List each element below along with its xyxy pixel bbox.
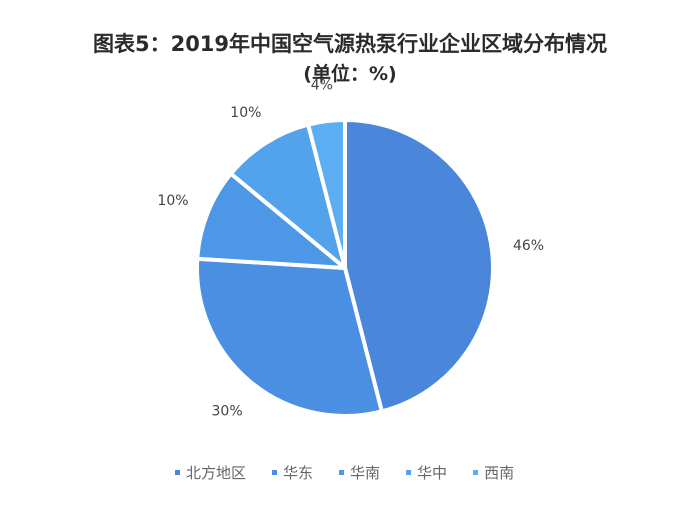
pie-slices: [195, 118, 495, 418]
slice-label: 4%: [311, 77, 333, 93]
legend-swatch: [406, 470, 412, 475]
pie-labels: 46% 30% 10% 10% 4%: [157, 77, 544, 419]
slice-label: 10%: [230, 105, 261, 121]
legend-label: 北方地区: [186, 464, 246, 482]
slice-label: 10%: [157, 193, 188, 209]
legend-label: 华中: [417, 464, 447, 482]
pie-slice: [306, 118, 347, 270]
legend-swatch: [473, 470, 479, 475]
legend-swatch: [339, 470, 345, 475]
chart-title: 图表5：2019年中国空气源热泵行业企业区域分布情况: [92, 32, 608, 56]
legend-label: 华东: [283, 464, 313, 482]
legend-swatch: [175, 470, 180, 475]
pie-slice: [195, 256, 384, 418]
pie-slice: [343, 118, 495, 414]
pie-slice: [195, 171, 347, 270]
legend-swatch: [272, 470, 278, 475]
legend-label: 西南: [484, 464, 514, 482]
slice-label: 46%: [513, 238, 544, 254]
slice-label: 30%: [212, 404, 243, 420]
legend: 北方地区 华东 华南 华中 西南: [175, 464, 514, 482]
chart-subtitle: (单位：%): [303, 63, 397, 85]
legend-label: 华南: [350, 464, 380, 482]
